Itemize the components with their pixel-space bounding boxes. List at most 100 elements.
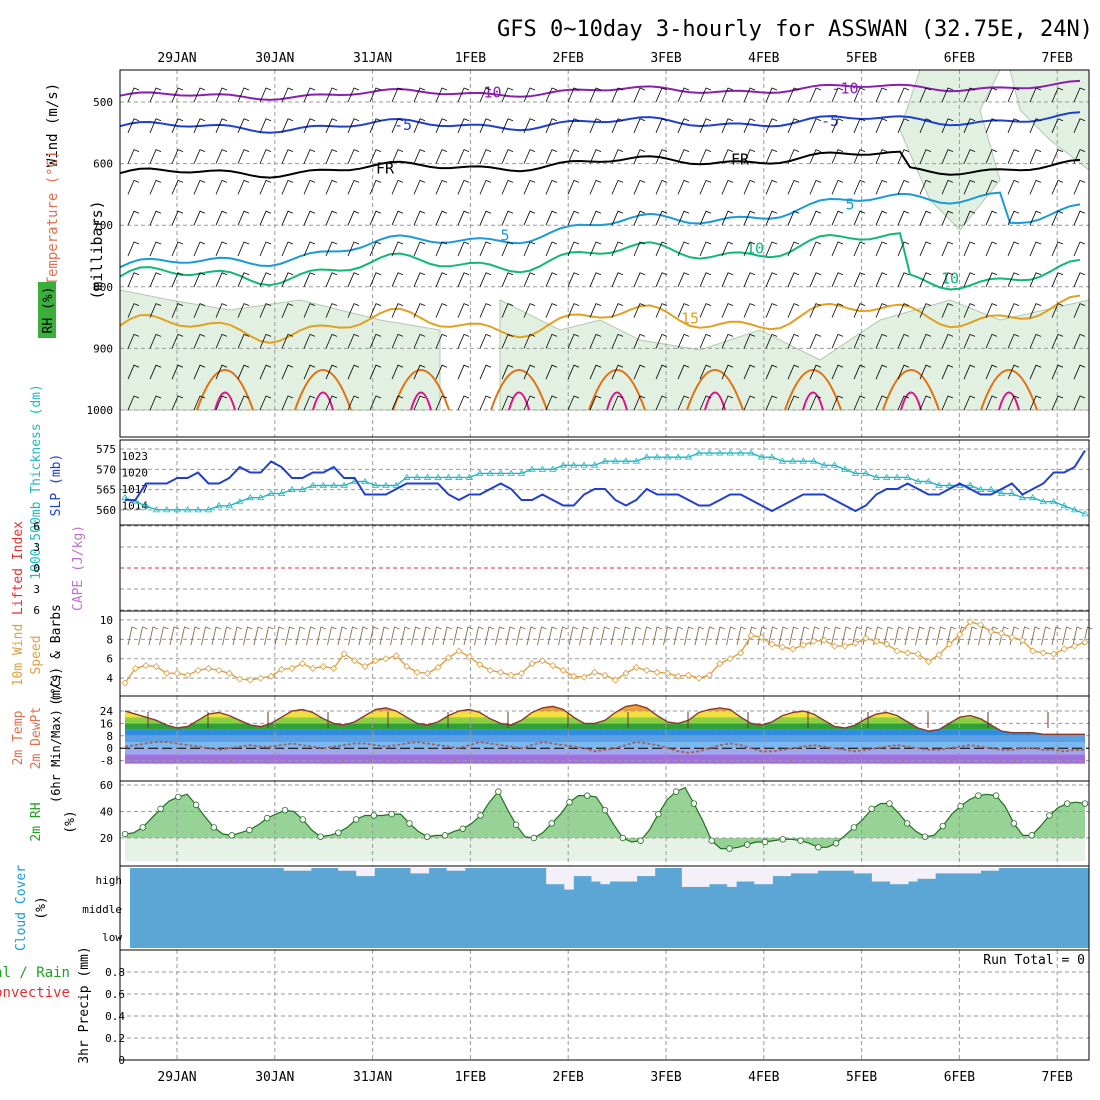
wind-barb: [413, 395, 426, 411]
wind-barb: [281, 118, 294, 133]
wind-barb: [743, 395, 756, 411]
wind-barb: [457, 333, 470, 349]
wind-barb: [127, 303, 140, 318]
rh-shading: [119, 289, 441, 411]
wind-barb: [303, 333, 316, 349]
wind-barb: [479, 210, 492, 226]
wind-speed-marker: [956, 630, 964, 639]
wind-barb: [369, 364, 382, 380]
wind-barb: [215, 149, 228, 164]
wind-barb: [1051, 118, 1064, 133]
wind-barb: [721, 364, 734, 380]
wind-speed-marker: [476, 660, 484, 669]
wind-barb: [897, 149, 910, 164]
wind-barb: [677, 364, 690, 380]
rh-marker: [1010, 820, 1018, 827]
wind-barb: [567, 87, 580, 103]
wind-speed-marker: [977, 621, 985, 629]
wind-barb: [809, 210, 822, 226]
isotherm-label: 10: [746, 239, 764, 257]
wind-barb: [127, 179, 140, 195]
wind-barb-10m: [201, 626, 211, 646]
wind-barb: [545, 272, 558, 287]
wind-barb: [655, 272, 668, 287]
wind-barb: [919, 272, 932, 287]
isotherm-line: [119, 191, 1081, 269]
slp-panel-frame: [119, 439, 1090, 526]
wind-speed-marker: [820, 636, 828, 644]
wind-barb: [677, 241, 690, 257]
precip-total-label: Total / Rain: [0, 965, 70, 981]
wind-barb: [501, 364, 514, 380]
wind-barb: [391, 272, 404, 287]
wind-barb: [149, 149, 162, 164]
cloud-high-bar: [636, 868, 647, 877]
wind-barb: [457, 241, 470, 257]
wind-barb: [281, 149, 294, 164]
wind-speed-marker: [664, 669, 672, 677]
rh-marker: [690, 800, 698, 807]
isotherm-20-dome: [588, 369, 646, 411]
top-date-label: 2FEB: [553, 51, 584, 66]
rh-marker: [601, 806, 609, 814]
thickness-marker: [1081, 510, 1089, 517]
wind-speed-marker: [194, 666, 202, 674]
wind-barb: [347, 179, 360, 195]
wind-barb: [655, 118, 668, 133]
rh-marker: [335, 829, 342, 836]
wind-barb: [1029, 303, 1042, 318]
wind-barb: [1007, 395, 1020, 411]
wind-speed-marker: [236, 675, 244, 683]
wind-barb: [479, 333, 492, 349]
wind-speed-marker: [173, 669, 181, 677]
wind-barb: [699, 149, 712, 164]
wind-barb: [325, 87, 338, 103]
wind-speed-marker: [424, 669, 432, 677]
rh-marker: [566, 799, 573, 806]
lifted-index-tick-label: 3: [33, 541, 40, 554]
wind-barb: [303, 272, 316, 287]
wind-barb: [633, 303, 646, 318]
wind-barb: [589, 395, 602, 411]
wind-barb: [523, 179, 536, 195]
isotherm-20-dome: [392, 369, 450, 411]
wind-speed-marker: [830, 642, 839, 650]
wind-barb: [435, 364, 448, 380]
wind-barb: [567, 210, 580, 226]
wind-barb: [325, 303, 338, 318]
isotherm-25-dome: [704, 391, 726, 411]
wind-barb: [985, 272, 998, 287]
wind-barb: [611, 210, 624, 226]
wind-barb: [259, 149, 272, 164]
wind-barb: [567, 333, 580, 349]
isotherm-line: [119, 150, 1081, 179]
thickness-marker: [580, 461, 588, 468]
wind-barb: [325, 395, 338, 411]
rh-area: [125, 787, 1085, 849]
thickness-marker: [173, 506, 181, 513]
wind-barb: [875, 272, 888, 287]
rh-marker: [299, 816, 306, 823]
rh-axis-label-a: 2m RH: [29, 802, 44, 841]
wind-speed-marker: [371, 657, 380, 665]
wind-barb-10m: [894, 626, 904, 646]
bottom-date-label: 6FEB: [944, 1070, 975, 1085]
wind-barb: [127, 87, 140, 103]
wind-barb: [435, 333, 448, 349]
wind-barb: [237, 149, 250, 164]
wind-barb: [347, 149, 360, 164]
pressure-tick-label: 600: [93, 158, 113, 171]
wind-barb: [787, 272, 800, 287]
isotherm-20-dome: [294, 369, 352, 411]
wind-barb: [677, 179, 690, 195]
wind-barb: [611, 241, 624, 257]
wind-barb: [1029, 179, 1042, 195]
wind-barb: [985, 241, 998, 257]
slp-tick-label: 1023: [122, 450, 149, 463]
wind-barb: [985, 87, 998, 103]
wind-barb-10m: [768, 626, 778, 646]
wind-barb-10m: [306, 626, 316, 646]
top-date-label: 5FEB: [846, 51, 877, 66]
rh-marker: [477, 812, 484, 819]
wind-speed-marker: [924, 658, 933, 666]
